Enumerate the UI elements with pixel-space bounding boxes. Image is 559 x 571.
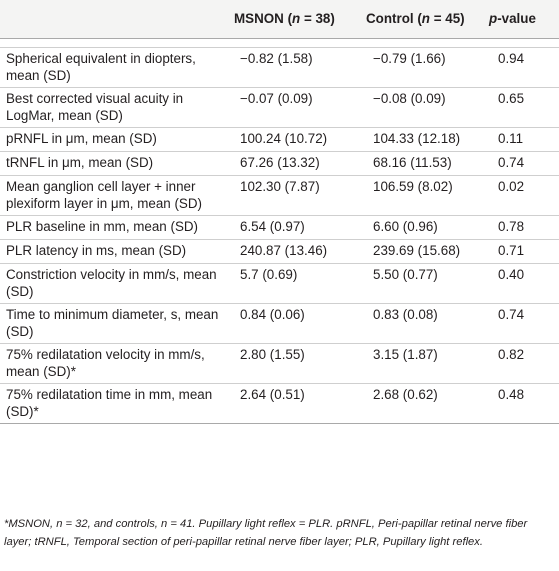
header-msnon-label: MSNON (234, 11, 284, 27)
table-row: PLR latency in ms, mean (SD) 240.87 (13.… (0, 239, 559, 264)
msnon-value: −0.07 (0.09) (231, 87, 359, 128)
control-value: 6.60 (0.96) (359, 215, 487, 240)
control-value: 2.68 (0.62) (359, 383, 487, 424)
control-value: −0.08 (0.09) (359, 87, 487, 128)
row-label: PLR baseline in mm, mean (SD) (0, 215, 231, 240)
msnon-value: 102.30 (7.87) (231, 175, 359, 216)
msnon-value: 100.24 (10.72) (231, 127, 359, 152)
control-value: 0.83 (0.08) (359, 303, 487, 344)
p-value: 0.74 (487, 303, 559, 344)
msnon-value: 240.87 (13.46) (231, 239, 359, 264)
control-value: 5.50 (0.77) (359, 263, 487, 304)
p-value: 0.78 (487, 215, 559, 240)
data-table: MSNON (n = 38) Control (n = 45) p-value … (0, 0, 559, 424)
control-value: −0.79 (1.66) (359, 47, 487, 88)
p-value: 0.11 (487, 127, 559, 152)
header-pvalue-p: p (489, 11, 498, 27)
table-row: PLR baseline in mm, mean (SD) 6.54 (0.97… (0, 215, 559, 240)
row-label: Mean ganglion cell layer + inner plexifo… (0, 175, 231, 216)
p-value: 0.94 (487, 47, 559, 88)
p-value: 0.82 (487, 343, 559, 384)
header-row: MSNON (n = 38) Control (n = 45) p-value (0, 0, 559, 39)
header-pvalue-rest: -value (497, 11, 536, 27)
header-blank (0, 0, 231, 39)
msnon-value: 6.54 (0.97) (231, 215, 359, 240)
p-value: 0.40 (487, 263, 559, 304)
msnon-value: 67.26 (13.32) (231, 151, 359, 176)
table-row: Constriction velocity in mm/s, mean (SD)… (0, 263, 559, 304)
p-value: 0.02 (487, 175, 559, 216)
row-label: 75% redilatation velocity in mm/s, mean … (0, 343, 231, 384)
p-value: 0.65 (487, 87, 559, 128)
row-label: 75% redilatation time in mm, mean (SD)* (0, 383, 231, 424)
header-msnon: MSNON (n = 38) (231, 0, 359, 39)
table-row: Best corrected visual acuity in LogMar, … (0, 87, 559, 128)
row-label: Spherical equivalent in diopters, mean (… (0, 47, 231, 88)
table-row: pRNFL in μm, mean (SD) 100.24 (10.72) 10… (0, 127, 559, 152)
header-control-label: Control (366, 11, 414, 27)
table-row: Mean ganglion cell layer + inner plexifo… (0, 175, 559, 216)
header-control-n-symbol: n (421, 11, 430, 27)
msnon-value: 2.80 (1.55) (231, 343, 359, 384)
table-row: 75% redilatation time in mm, mean (SD)* … (0, 383, 559, 424)
table-row: tRNFL in μm, mean (SD) 67.26 (13.32) 68.… (0, 151, 559, 176)
control-value: 3.15 (1.87) (359, 343, 487, 384)
control-value: 239.69 (15.68) (359, 239, 487, 264)
control-value: 106.59 (8.02) (359, 175, 487, 216)
header-pvalue: p-value (487, 0, 559, 39)
control-value: 104.33 (12.18) (359, 127, 487, 152)
msnon-value: 5.7 (0.69) (231, 263, 359, 304)
table-row: 75% redilatation velocity in mm/s, mean … (0, 343, 559, 384)
table-footnote: *MSNON, n = 32, and controls, n = 41. Pu… (4, 518, 528, 548)
header-msnon-n-symbol: n (292, 11, 301, 27)
p-value: 0.48 (487, 383, 559, 424)
row-label: Constriction velocity in mm/s, mean (SD) (0, 263, 231, 304)
header-control-n: 45 (445, 11, 461, 27)
row-label: Time to minimum diameter, s, mean (SD) (0, 303, 231, 344)
table-row: Spherical equivalent in diopters, mean (… (0, 47, 559, 88)
msnon-value: 0.84 (0.06) (231, 303, 359, 344)
header-msnon-n: 38 (315, 11, 331, 27)
spacer-row (0, 38, 559, 48)
p-value: 0.71 (487, 239, 559, 264)
msnon-value: 2.64 (0.51) (231, 383, 359, 424)
header-control: Control (n = 45) (359, 0, 487, 39)
row-label: Best corrected visual acuity in LogMar, … (0, 87, 231, 128)
table-row: Time to minimum diameter, s, mean (SD) 0… (0, 303, 559, 344)
row-label: tRNFL in μm, mean (SD) (0, 151, 231, 176)
control-value: 68.16 (11.53) (359, 151, 487, 176)
row-label: PLR latency in ms, mean (SD) (0, 239, 231, 264)
row-label: pRNFL in μm, mean (SD) (0, 127, 231, 152)
msnon-value: −0.82 (1.58) (231, 47, 359, 88)
p-value: 0.74 (487, 151, 559, 176)
